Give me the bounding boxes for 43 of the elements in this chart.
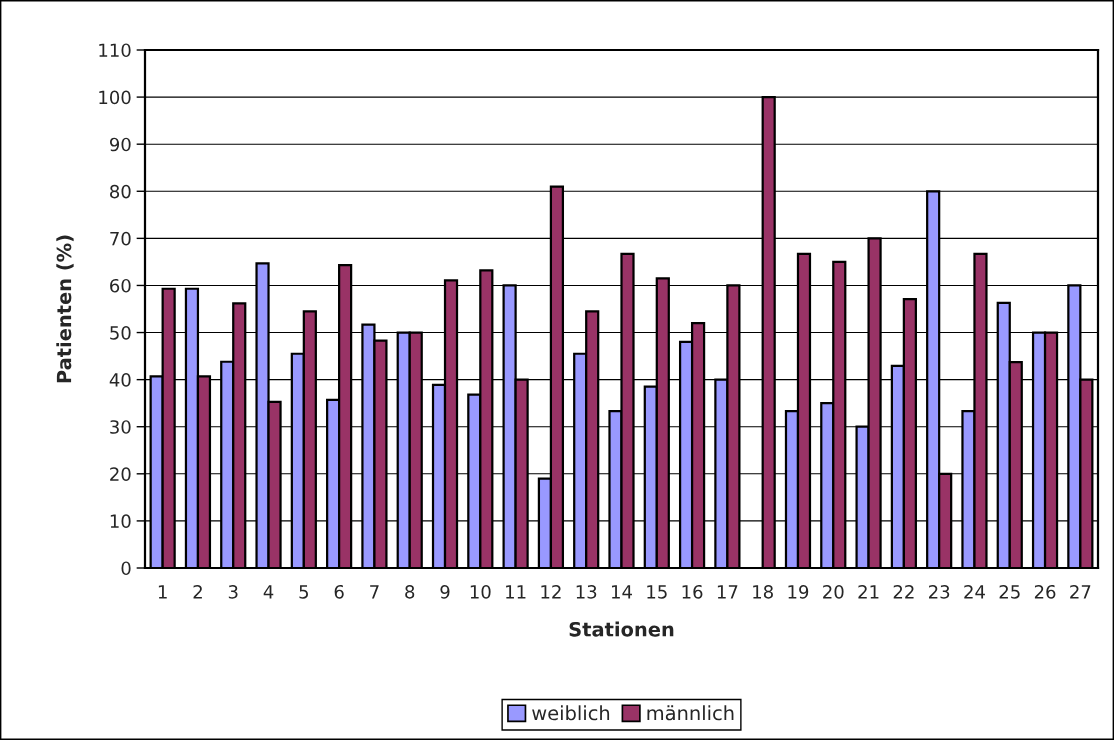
x-tick-label: 6	[334, 584, 344, 599]
legend-label: männlich	[647, 705, 734, 721]
legend-label: weiblich	[532, 705, 610, 721]
x-tick-label: 16	[682, 584, 703, 599]
x-tick-label: 10	[470, 584, 491, 599]
x-tick-label: 21	[858, 584, 879, 599]
y-tick-label: 30	[110, 420, 131, 434]
x-tick-label: 3	[228, 584, 238, 599]
y-tick-label: 40	[109, 373, 131, 387]
y-tick-label: 90	[109, 137, 131, 152]
x-tick-label: 25	[999, 584, 1020, 599]
x-tick-label: 2	[193, 584, 202, 599]
x-tick-label: 24	[964, 584, 985, 599]
x-axis-title: Stationen	[569, 621, 674, 637]
x-tick-label: 1	[158, 585, 167, 599]
x-tick-label: 7	[370, 585, 379, 599]
y-tick-label: 0	[121, 561, 131, 576]
x-tick-label: 19	[788, 584, 809, 599]
x-tick-label: 22	[893, 584, 914, 599]
y-axis-title: Patienten (%)	[56, 235, 74, 383]
y-tick-label: 80	[110, 184, 131, 199]
x-tick-label: 23	[929, 584, 950, 599]
x-tick-label: 11	[506, 585, 526, 599]
x-tick-label: 14	[612, 585, 632, 599]
x-tick-label: 8	[405, 584, 415, 599]
x-tick-label: 15	[647, 585, 667, 599]
x-tick-label: 9	[440, 584, 450, 599]
x-tick-label: 13	[576, 584, 597, 599]
y-tick-label: 20	[110, 467, 131, 481]
x-tick-label: 27	[1070, 584, 1091, 599]
x-tick-label: 20	[823, 584, 844, 599]
x-tick-label: 4	[263, 585, 274, 599]
y-tick-label: 60	[110, 278, 131, 293]
y-tick-label: 50	[110, 326, 131, 340]
y-tick-label: 110	[99, 43, 131, 58]
x-tick-label: 5	[299, 585, 308, 599]
y-tick-label: 70	[110, 231, 131, 246]
y-tick-label: 100	[99, 90, 131, 105]
x-tick-label: 18	[753, 584, 773, 599]
x-tick-label: 17	[717, 585, 738, 599]
y-tick-label: 10	[110, 514, 131, 529]
x-tick-label: 26	[1034, 584, 1056, 599]
x-tick-label: 12	[541, 584, 561, 599]
